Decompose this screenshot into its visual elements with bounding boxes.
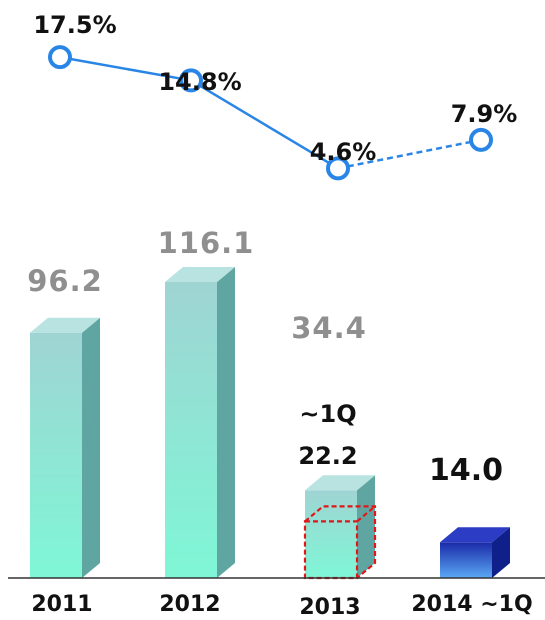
line-value-label: 17.5% (33, 11, 116, 39)
x-tick-label: 2013 (299, 595, 360, 620)
sub-bar-prefix-label: ~1Q (299, 400, 356, 428)
line-value-label: 4.6% (310, 138, 377, 166)
line-marker-2014-1q (469, 127, 493, 152)
bar-value-label: 116.1 (158, 226, 255, 260)
bar-front (165, 281, 217, 578)
x-tick-label: 2012 (159, 592, 220, 617)
bar-top (305, 475, 375, 491)
bars-layer (30, 266, 510, 578)
line-marker-2013 (326, 156, 350, 181)
bar-side (82, 317, 100, 578)
bar-value-label: 96.2 (27, 264, 103, 298)
line-marker-2012 (179, 68, 203, 93)
x-tick-label: 2011 (31, 592, 92, 617)
bar-value-label: 14.0 (429, 453, 503, 488)
line-segment (337, 138, 482, 170)
bar-2013 (305, 475, 375, 578)
bar-side (357, 475, 375, 578)
line-value-label: 7.9% (451, 100, 518, 128)
bar-2011 (30, 317, 100, 578)
sub-bar-layer (303, 505, 377, 580)
line-segment (190, 79, 339, 170)
line-value-label: 14.8% (158, 68, 241, 96)
bar-side (492, 527, 510, 578)
sub-bar-value-label: 22.2 (298, 442, 357, 470)
bar-value-label: 34.4 (291, 311, 367, 345)
sub-bar-outline-front (303, 520, 359, 580)
sub-bar-outline-edge (356, 505, 376, 523)
bar-front (30, 332, 82, 578)
line-segment (59, 55, 192, 82)
line-marker-2011 (48, 45, 72, 70)
bar-2014-1q (440, 527, 510, 578)
sub-bar-outline-back (304, 505, 377, 579)
bar-2012 (165, 266, 235, 578)
bar-top (30, 317, 100, 333)
x-tick-label: 2014 ~1Q (411, 592, 532, 617)
bar-front (305, 490, 357, 578)
labels-layer: 17.5% 14.8% 4.6% 7.9% 96.2 116.1 34.4 14.0 ~1Q 22… (27, 11, 532, 620)
bar-top (440, 527, 510, 543)
bar-side (217, 266, 235, 578)
bar-top (165, 266, 235, 282)
line-series-layer (48, 45, 493, 181)
bar-front (440, 542, 492, 578)
